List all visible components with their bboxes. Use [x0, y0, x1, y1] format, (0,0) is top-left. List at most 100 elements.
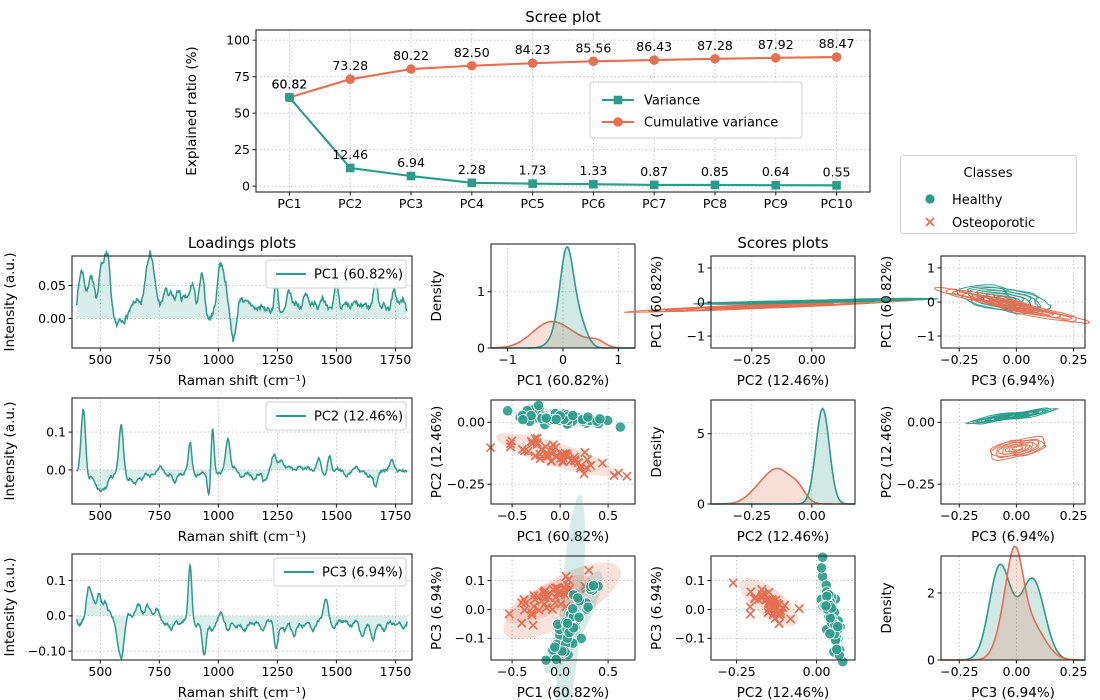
svg-text:PC1 (60.82%): PC1 (60.82%) [879, 256, 895, 348]
scree-data-label: 84.23 [515, 42, 551, 57]
svg-text:0.0: 0.0 [46, 462, 66, 477]
density-fill-healthy [491, 247, 635, 348]
svg-text:0: 0 [927, 652, 935, 667]
kde-contour-healthy [965, 407, 1059, 425]
svg-text:0.1: 0.1 [46, 424, 66, 439]
svg-text:−0.5: −0.5 [497, 508, 527, 523]
scatter-point [538, 588, 549, 598]
kde-contour-healthy [693, 297, 939, 305]
scatter-point [540, 412, 552, 424]
scree-data-label: 60.82 [272, 76, 308, 91]
svg-text:PC2 (12.46%): PC2 (12.46%) [314, 410, 403, 425]
svg-text:PC4: PC4 [460, 196, 484, 211]
svg-text:1500: 1500 [321, 352, 353, 367]
svg-text:PC1: PC1 [277, 196, 301, 211]
scatter-point [745, 609, 756, 619]
scatter-point [548, 584, 558, 595]
svg-text:1250: 1250 [262, 508, 294, 523]
scree-data-label: 80.22 [393, 48, 429, 63]
scores-r1c2-panel: −0.25 0.00 −1 0 1 PC2 (12.46%) PC1 (60.82%) Sco… [624, 232, 939, 389]
scree-data-label: 87.92 [758, 37, 794, 52]
svg-text:0.25: 0.25 [1060, 352, 1088, 367]
scatter-point [539, 599, 550, 609]
scatter-point [557, 456, 568, 467]
scatter-point [528, 620, 538, 630]
scatter-point [526, 436, 537, 447]
scatter-point [613, 468, 624, 478]
scree-data-label: 87.28 [697, 38, 733, 53]
scree-data-label: 88.47 [819, 36, 855, 51]
svg-text:PC6: PC6 [581, 196, 605, 211]
svg-text:Density: Density [879, 582, 895, 633]
svg-text:PC1 (60.82%): PC1 (60.82%) [649, 256, 665, 348]
scatter-point [540, 442, 551, 452]
scatter-point [542, 451, 552, 461]
svg-text:PC3 (6.94%): PC3 (6.94%) [429, 566, 445, 650]
svg-text:50: 50 [234, 106, 250, 121]
svg-text:750: 750 [147, 352, 171, 367]
svg-text:0.1: 0.1 [465, 573, 485, 588]
svg-text:PC10: PC10 [820, 196, 852, 211]
scatter-point [532, 399, 545, 411]
svg-text:PC3 (6.94%): PC3 (6.94%) [971, 529, 1055, 545]
loading-legend: PC1 (60.82%) [265, 259, 407, 289]
svg-text:0.0: 0.0 [46, 608, 66, 623]
scatter-healthy [540, 571, 604, 674]
svg-text:PC1 (60.82%): PC1 (60.82%) [517, 373, 609, 389]
scatter-point [597, 458, 608, 468]
scree-data-label: 0.87 [640, 164, 668, 179]
loadings-pc1-panel: 500 750 1000 1250 1500 1750 0.05 0.00 Raman shif… [0, 232, 420, 389]
scatter-point [750, 594, 760, 604]
svg-text:PC1 (60.82%): PC1 (60.82%) [314, 268, 403, 283]
svg-text:−1: −1 [498, 352, 516, 367]
svg-text:PC2 (12.46%): PC2 (12.46%) [429, 406, 445, 498]
scores-r3c1-panel: −0.5 0.0 0.5 0.1 0.0 −0.1 PC1 (60.82%) PC3 (6.9… [425, 494, 643, 700]
scatter-osteoporotic [728, 577, 804, 629]
svg-text:−0.25: −0.25 [897, 477, 935, 492]
svg-text:1: 1 [927, 260, 935, 275]
svg-text:−0.10: −0.10 [28, 644, 66, 659]
svg-text:0.00: 0.00 [798, 508, 826, 523]
svg-text:1250: 1250 [262, 352, 294, 367]
scree-line-circle [289, 55, 837, 99]
scatter-point [757, 592, 767, 602]
svg-text:750: 750 [147, 508, 171, 523]
loading-legend: PC3 (6.94%) [273, 557, 407, 587]
svg-text:PC9: PC9 [764, 196, 788, 211]
svg-text:Scree plot: Scree plot [525, 8, 601, 26]
density-fill-healthy [941, 564, 1085, 660]
scatter-point [505, 439, 516, 449]
scatter-point [614, 421, 626, 433]
scatter-point [768, 610, 779, 620]
scatter-point [569, 452, 580, 462]
svg-text:1500: 1500 [321, 508, 353, 523]
scatter-point [794, 604, 804, 614]
scatter-point [519, 595, 529, 605]
scores-r3c3-panel: −0.25 0.00 0.25 0 2 PC3 (6.94%) Density [875, 544, 1093, 700]
svg-text:750: 750 [147, 664, 171, 679]
scatter-point [820, 600, 832, 612]
svg-text:0.00: 0.00 [1003, 664, 1031, 679]
scatter-osteoporotic [485, 432, 632, 481]
scatter-point [567, 603, 579, 615]
scatter-point [824, 628, 836, 640]
scatter-point [517, 444, 528, 455]
loading-line [75, 562, 408, 661]
svg-text:1750: 1750 [380, 352, 412, 367]
scatter-point [549, 641, 561, 653]
svg-text:1: 1 [697, 260, 705, 275]
svg-text:Cumulative variance: Cumulative variance [644, 116, 778, 131]
svg-text:0.05: 0.05 [38, 278, 66, 293]
loadings-pc3-panel: 500 750 1000 1250 1500 1750 0.1 0.0 −0.10 Raman s… [0, 544, 420, 700]
svg-text:PC3 (6.94%): PC3 (6.94%) [322, 566, 403, 581]
scatter-point [594, 413, 606, 425]
svg-text:5: 5 [697, 426, 705, 441]
classes-legend-box [900, 155, 1077, 234]
svg-text:PC1 (60.82%): PC1 (60.82%) [517, 685, 609, 700]
svg-text:PC2 (12.46%): PC2 (12.46%) [737, 529, 829, 545]
legend-label-osteoporotic: Osteoporotic [952, 216, 1035, 231]
svg-text:25: 25 [234, 142, 250, 157]
scatter-point [831, 643, 843, 655]
svg-text:−0.25: −0.25 [733, 508, 771, 523]
scatter-point [561, 617, 574, 629]
